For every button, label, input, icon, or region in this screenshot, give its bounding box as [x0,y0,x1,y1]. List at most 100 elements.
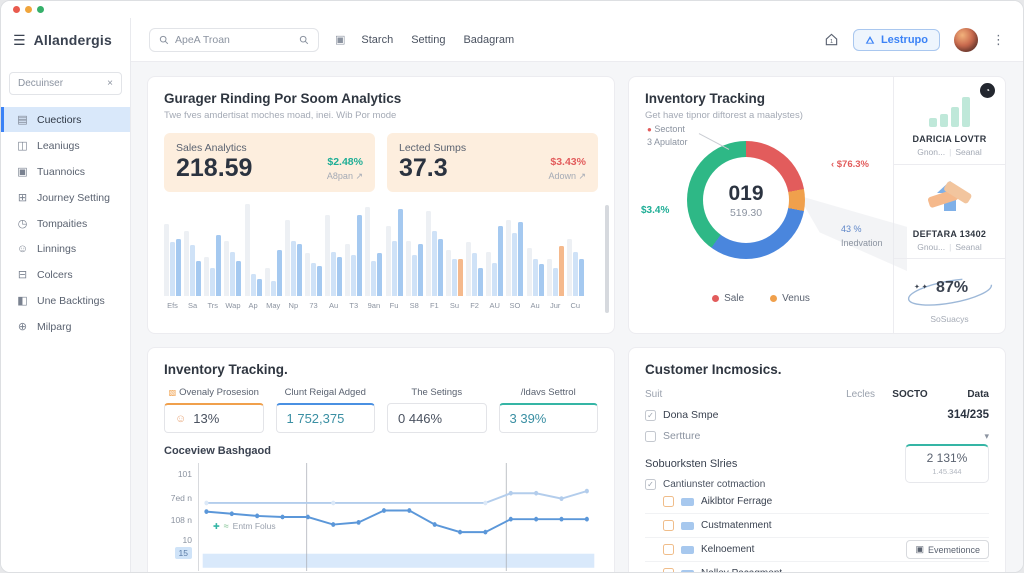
metric-value-box[interactable]: 0 446% [387,403,487,433]
bar-a [311,263,316,296]
legend-item-sale[interactable]: Sale [712,293,744,304]
checklist-item-nalley-pacagment: Nalley Pacagment [645,562,989,573]
bar-b [579,259,584,296]
bar-group-efs [164,204,181,296]
metric-value-box[interactable]: ☺13% [164,403,264,433]
metric-value-box[interactable]: 3 39% [499,403,599,433]
sidebar-item-colcers[interactable]: ⊟Colcers [1,262,130,287]
sidebar-item-tuannoics[interactable]: ▣Tuannoics [1,159,130,184]
sales-bar-chart [164,204,598,296]
sidebar-item-linnings[interactable]: ☺Linnings [1,237,130,261]
side-stat-sosuacys[interactable]: ✦ ✦ 87% SoSuacys [894,259,1005,333]
stat-label: Lected Sumps [399,142,466,154]
bag-icon: ◫ [16,139,29,152]
columns-icon: ◧ [16,294,29,307]
kebab-menu-icon[interactable]: ⋮ [992,32,1005,48]
legend-dot [712,295,719,302]
overview-analytics-card: Gurager Rinding Por Soom Analytics Twe f… [147,76,615,334]
bar-bg [224,241,229,296]
col-lecles[interactable]: Lecles [815,389,875,400]
top-navbar: ApeA Troan ▣ Starch Setting Badagram 1 Les… [131,18,1023,62]
checkbox[interactable] [663,496,674,507]
bar-group-np [285,204,302,296]
col-socto[interactable]: SOCTO [875,389,945,400]
evemetionce-button[interactable]: ▣Evemetionce [906,540,989,559]
clipboard-icon: ▣ [335,33,345,46]
app-logo: Allandergis [34,32,112,48]
checkbox[interactable] [663,544,674,555]
chevron-down-icon[interactable]: ▾ [929,431,989,442]
checkbox[interactable] [663,520,674,531]
sidebar-item-milparg[interactable]: ⊕Milparg [1,314,130,339]
line-chart-legend: ✚ ≈ Entm Folus [213,521,276,531]
checkbox-cantiunster[interactable]: ✓ [645,479,656,490]
metric-clunt-reigal-adged: Clunt Reigal Adged1 752,375 [276,387,376,433]
bar-b [337,257,342,296]
sidebar-item-leaniugs[interactable]: ◫Leaniugs [1,133,130,158]
lestrupo-button[interactable]: Lestrupo [853,29,940,51]
sidebar-filter-input[interactable]: Decuinser × [9,72,122,95]
bar-group-au [527,204,544,296]
global-search-input[interactable]: ApeA Troan [149,28,319,52]
bar-b [297,244,302,296]
hamburger-menu-icon[interactable]: ☰ [13,32,26,49]
bar-bg [567,239,572,296]
user-avatar[interactable] [954,28,978,52]
bar-group-cu [567,204,584,296]
metric-value-box[interactable]: 1 752,375 [276,403,376,433]
home-icon[interactable]: 1 [824,32,839,47]
search-submit-icon[interactable] [299,35,309,45]
sidebar-item-cuectiors[interactable]: ▤Cuectiors [1,107,130,132]
stat-note: Adown ↗ [548,171,586,182]
mini-bar-chart [902,93,997,127]
legend-item-venus[interactable]: Venus [770,293,810,304]
bar-group-wap [224,204,241,296]
bar-a [351,255,356,295]
bar-b [398,209,403,295]
checkbox[interactable] [663,568,674,573]
bar-a [230,252,235,296]
inventory-card-subtitle: Get have tipnor diftorest a maalystes) [645,110,877,121]
sidebar-item-une-backtings[interactable]: ◧Une Backtings [1,288,130,313]
bar-x-label: Sa [184,301,201,310]
stat-tile-lected-sumps[interactable]: Lected Sumps 37.3 $3.43% Adown ↗ [387,133,598,192]
bar-x-label: S8 [406,301,423,310]
overview-card-subtitle: Twe fves amdertisat moches moad, inei. W… [164,110,598,121]
bar-a [533,259,538,296]
bar-x-label: SO [506,301,523,310]
bar-b [317,266,322,295]
clear-filter-icon[interactable]: × [107,78,113,89]
col-data[interactable]: Data [945,389,989,400]
bar-bg [325,215,330,296]
side-stat-deftara[interactable]: DEFTARA 13402 Gnou...|Seanal [894,165,1005,259]
sidebar-item-tompaities[interactable]: ◷Tompaities [1,211,130,236]
card-scrollbar[interactable] [605,205,609,313]
nav-link-setting[interactable]: Setting [411,34,445,46]
checkbox-dona-smpe[interactable]: ✓ [645,410,656,421]
bar-x-label: F2 [466,301,483,310]
y-tick-label: 7ed n [171,493,192,503]
stat-tile-sales-analytics[interactable]: Sales Analytics 218.59 $2.48% A8pan ↗ [164,133,375,192]
coceview-line-chart[interactable]: ✚ ≈ Entm Folus [198,463,598,571]
checklist-item-label: Kelnoement [701,544,754,555]
sidebar-item-journey-setting[interactable]: ⊞Journey Setting [1,185,130,210]
bar-b [478,268,483,296]
bar-x-label: Au [527,301,544,310]
window-close-dot[interactable] [13,6,20,13]
row-value: 314/235 [929,409,989,421]
tag-pill-icon [681,546,694,554]
side-stat-daricia[interactable]: ◔ DARICIA LOVTR Gnon...|Seanal [894,77,1005,165]
window-zoom-dot[interactable] [37,6,44,13]
nav-link-badagram[interactable]: Badagram [463,34,514,46]
y-tick-label: 15 [175,547,192,559]
socto-value-box[interactable]: 2 131% 1.45.344 [905,444,989,483]
bar-x-label: Ap [245,301,262,310]
window-minimize-dot[interactable] [25,6,32,13]
metric-header: ▧Ovenaly Prosesion [164,387,264,398]
nav-link-starch[interactable]: Starch [361,34,393,46]
checklist-item-kelnoement: Kelnoement ▣Evemetionce [645,538,989,562]
clipboard-icon: ▣ [16,165,29,178]
bar-bg [466,242,471,295]
stat-value: 218.59 [176,154,252,183]
checkbox-sertture[interactable] [645,431,656,442]
